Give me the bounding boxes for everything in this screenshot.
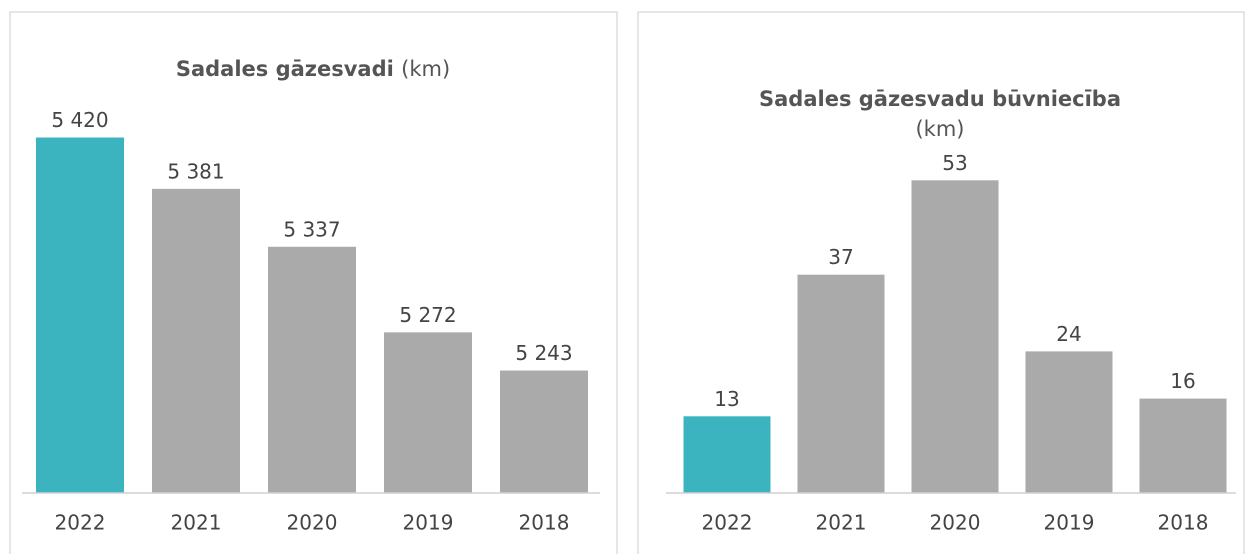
x-tick-label: 2019 <box>1044 511 1095 535</box>
chart-unit: (km) <box>915 117 964 141</box>
chart-title-text: Sadales gāzesvadi <box>176 57 394 81</box>
bar <box>683 416 771 493</box>
bar <box>1025 351 1113 493</box>
panel <box>637 11 1245 554</box>
chart-title: Sadales gāzesvadu būvniecība <box>759 87 1121 111</box>
x-tick-label: 2022 <box>702 511 753 535</box>
bar <box>1139 398 1227 493</box>
data-label: 16 <box>1170 369 1195 393</box>
chart-title: Sadales gāzesvadi (km) <box>176 57 450 81</box>
bar <box>36 137 124 493</box>
chart-unit: (km) <box>401 57 450 81</box>
x-tick-label: 2020 <box>287 511 338 535</box>
bar <box>384 332 472 493</box>
data-label: 5 337 <box>283 217 340 241</box>
x-tick-label: 2021 <box>816 511 867 535</box>
bar <box>268 246 356 493</box>
data-label: 5 243 <box>515 341 572 365</box>
data-label: 53 <box>942 151 967 175</box>
x-tick-label: 2021 <box>171 511 222 535</box>
panel <box>9 11 618 554</box>
data-label: 5 420 <box>51 108 108 132</box>
data-label: 24 <box>1056 322 1081 346</box>
bar <box>797 274 885 493</box>
x-tick-label: 2022 <box>55 511 106 535</box>
data-label: 5 272 <box>399 303 456 327</box>
x-tick-label: 2018 <box>519 511 570 535</box>
x-tick-label: 2019 <box>403 511 454 535</box>
bar <box>500 370 588 493</box>
x-tick-label: 2018 <box>1158 511 1209 535</box>
bar <box>152 188 240 493</box>
data-label: 13 <box>714 387 739 411</box>
data-label: 5 381 <box>167 159 224 183</box>
x-tick-label: 2020 <box>930 511 981 535</box>
bar <box>911 180 999 494</box>
data-label: 37 <box>828 245 853 269</box>
